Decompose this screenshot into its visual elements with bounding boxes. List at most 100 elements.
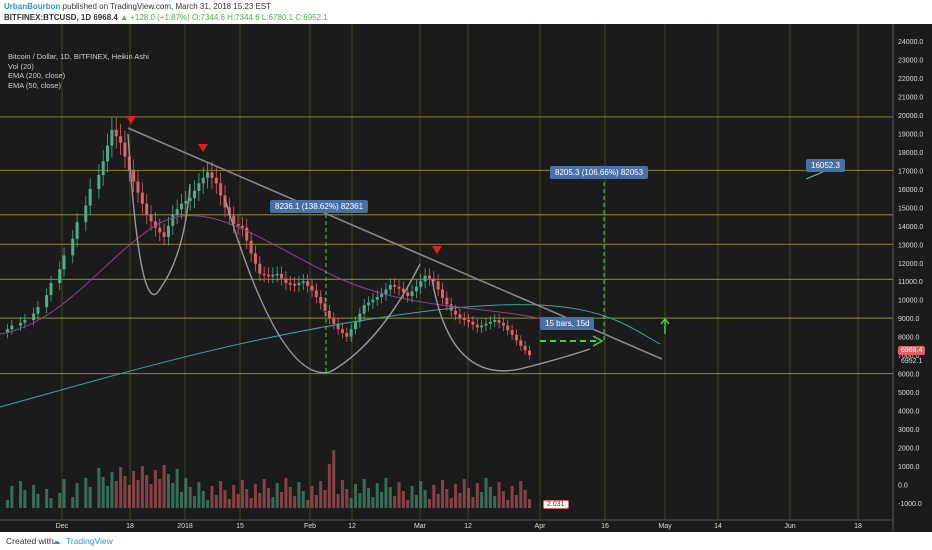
volume-bar xyxy=(336,494,340,508)
candle-body xyxy=(301,281,305,284)
volume-bar xyxy=(432,485,436,508)
volume-bar xyxy=(245,489,249,508)
volume-bar xyxy=(6,500,9,508)
candle-body xyxy=(36,307,40,314)
candle-body xyxy=(45,295,49,308)
candle-body xyxy=(414,286,418,292)
brand-text[interactable]: TradingView xyxy=(66,536,113,546)
volume-bar xyxy=(414,495,418,508)
volume-bar xyxy=(62,479,66,508)
x-tick-label: Mar xyxy=(414,523,427,530)
price-chart[interactable]: 24000.0 23000.0 22000.0 21000.0 20000.0 19000… xyxy=(0,24,932,532)
candle-body xyxy=(493,320,497,322)
candle-body xyxy=(454,310,458,315)
volume-bar xyxy=(471,497,475,508)
candle-body xyxy=(510,330,514,335)
y-tick-label: 8000.0 xyxy=(898,335,920,342)
x-tick-label: Dec xyxy=(56,523,69,530)
candle-body xyxy=(145,203,149,215)
volume-bar xyxy=(523,490,527,508)
symbol: BITFINEX:BTCUSD, 1D xyxy=(4,13,92,22)
symbol-line: BITFINEX:BTCUSD, 1D 6968.4 ▲ +128.0 (+1.… xyxy=(4,13,328,22)
volume-bar xyxy=(84,478,88,508)
candle-body xyxy=(175,209,179,215)
y-tick-label: 2000.0 xyxy=(898,445,920,452)
volume-bar xyxy=(19,481,23,508)
y-tick-label: 12000.0 xyxy=(898,261,923,268)
last-price: 6968.4 xyxy=(93,13,118,22)
down-arrow-icon xyxy=(126,116,136,124)
chart-area[interactable]: 24000.0 23000.0 22000.0 21000.0 20000.0 19000… xyxy=(0,24,932,532)
volume-bar xyxy=(201,491,205,508)
y-tick-label: 23000.0 xyxy=(898,58,923,65)
volume-bar xyxy=(49,498,53,508)
volume-bar xyxy=(180,492,183,508)
volume-bar xyxy=(206,500,210,508)
volume-badge: 2.031 xyxy=(543,500,569,509)
volume-bar xyxy=(210,486,214,508)
candle-body xyxy=(497,320,501,323)
candle-body xyxy=(432,278,436,282)
candle-body xyxy=(253,253,257,264)
volume-bar xyxy=(419,481,423,508)
volume-bar xyxy=(127,485,131,508)
ema50-line xyxy=(0,215,561,335)
price-tag-close: 6952.1 xyxy=(901,358,923,365)
candle-body xyxy=(458,314,462,319)
candle-body xyxy=(528,350,531,356)
candle-body xyxy=(436,281,440,290)
candle-body xyxy=(249,240,253,254)
candle-body xyxy=(314,290,318,297)
y-tick-label: 9000.0 xyxy=(898,316,920,323)
volume-bar xyxy=(136,480,140,508)
candle-body xyxy=(214,177,218,184)
candle-body xyxy=(197,183,201,191)
candle-body xyxy=(245,227,249,241)
y-tick-label: 1000.0 xyxy=(898,464,920,471)
cup-arc-rise xyxy=(329,263,421,373)
candle-body xyxy=(306,281,310,286)
volume-bar xyxy=(401,491,405,508)
volume-bar xyxy=(188,487,192,508)
volume-bar xyxy=(240,480,244,508)
volume-bar xyxy=(149,484,153,508)
volume-bar xyxy=(271,497,275,508)
candle-body xyxy=(288,283,292,285)
volume-bar xyxy=(219,481,223,508)
candle-body xyxy=(280,273,284,279)
up-arrow-head-icon xyxy=(660,317,670,325)
candle-body xyxy=(375,296,379,300)
candle-body xyxy=(132,170,136,182)
legend-vol[interactable]: Vol (20) xyxy=(8,61,34,71)
volume-bar xyxy=(380,492,384,508)
candle-body xyxy=(345,332,349,337)
candle-body xyxy=(471,321,475,325)
author-link[interactable]: UrbanBourbon xyxy=(4,2,61,11)
x-tick-label: 14 xyxy=(714,523,722,530)
candle-body xyxy=(519,340,523,346)
volume-bar xyxy=(36,494,40,508)
candle-body xyxy=(49,283,53,296)
legend-ema50[interactable]: EMA (50, close) xyxy=(8,80,61,90)
candle-body xyxy=(97,175,101,189)
y-tick-label: 4000.0 xyxy=(898,408,920,415)
volume-bar xyxy=(371,497,375,508)
volume-bar xyxy=(497,482,501,508)
volume-bar xyxy=(488,487,492,508)
volume-bar xyxy=(367,488,371,508)
tradingview-logo-icon[interactable]: ☁ xyxy=(52,536,61,546)
volume-bar xyxy=(510,486,514,508)
candle-body xyxy=(219,183,223,196)
candle-body xyxy=(293,284,297,286)
x-tick-label: 2018 xyxy=(177,523,193,530)
volume-bar xyxy=(284,478,288,508)
volume-bar xyxy=(454,484,458,508)
legend-ema200[interactable]: EMA (200, close) xyxy=(8,71,66,80)
volume-bar xyxy=(506,500,510,508)
cup-arc-mid xyxy=(224,198,331,374)
candle-body xyxy=(136,181,140,193)
y-tick-label: 6000.0 xyxy=(898,372,920,379)
candle-body xyxy=(349,329,353,337)
volume-bar xyxy=(458,493,462,508)
candle-body xyxy=(310,285,314,291)
